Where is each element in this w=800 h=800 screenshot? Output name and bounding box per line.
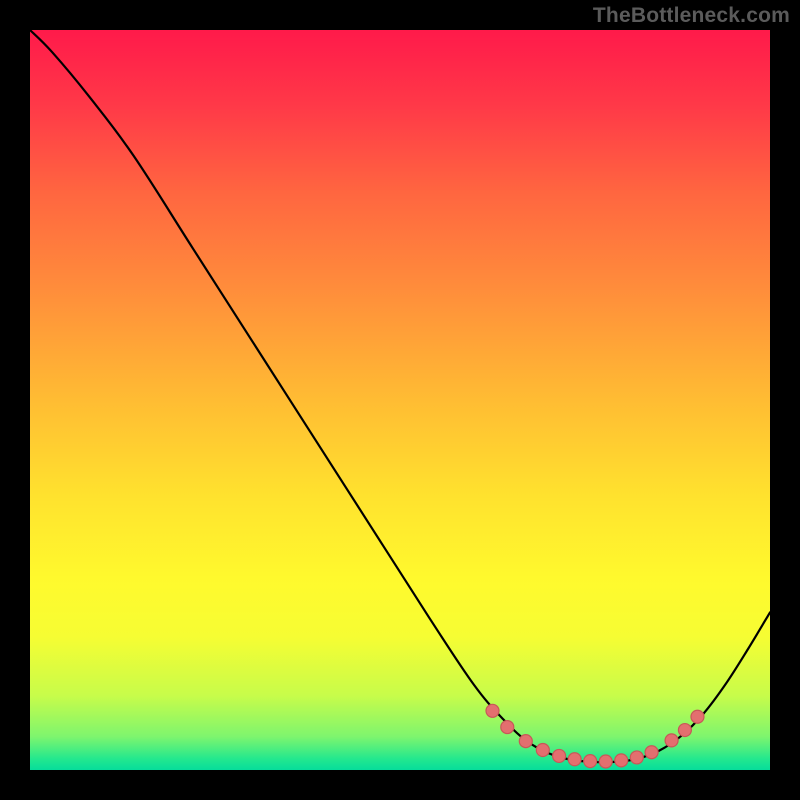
- curve-marker: [486, 704, 499, 717]
- curve-marker: [665, 734, 678, 747]
- curve-marker: [615, 754, 628, 767]
- curve-marker: [568, 753, 581, 766]
- bottleneck-chart: [0, 0, 800, 800]
- curve-marker: [678, 724, 691, 737]
- plot-gradient-background: [30, 30, 770, 770]
- curve-marker: [630, 751, 643, 764]
- curve-marker: [536, 744, 549, 757]
- curve-marker: [501, 721, 514, 734]
- curve-marker: [553, 749, 566, 762]
- watermark-text: TheBottleneck.com: [593, 4, 790, 28]
- stage: TheBottleneck.com: [0, 0, 800, 800]
- curve-marker: [691, 710, 704, 723]
- curve-marker: [584, 755, 597, 768]
- curve-marker: [519, 735, 532, 748]
- curve-marker: [645, 746, 658, 759]
- curve-marker: [599, 755, 612, 768]
